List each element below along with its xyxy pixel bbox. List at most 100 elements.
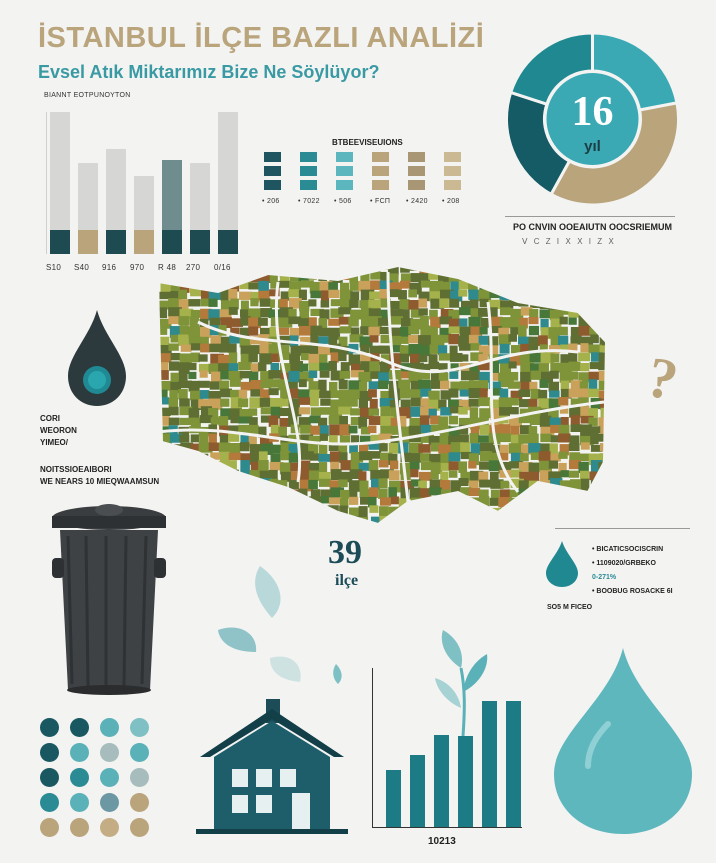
left-bar	[162, 160, 182, 254]
legend-label: • FCΠ	[370, 198, 391, 205]
legend-label: • 206	[262, 198, 280, 205]
palette-dot	[100, 793, 119, 812]
left-bar-label: 916	[102, 263, 117, 272]
palette-dot	[100, 768, 119, 787]
plant-icon	[435, 630, 488, 737]
legend-swatch	[408, 152, 425, 162]
left-text-5: WE NEARS 10 MIEQWAAMSUN	[40, 477, 160, 486]
left-bar	[106, 148, 126, 254]
bottom-bar	[386, 769, 401, 827]
palette-dot	[70, 818, 89, 837]
left-bar	[50, 112, 70, 254]
left-bar	[190, 163, 210, 254]
district-count: 39	[328, 534, 362, 571]
right-list-item: 0-271%	[592, 574, 617, 581]
legend-swatch	[408, 180, 425, 190]
large-water-drop-icon	[552, 646, 694, 836]
palette-dot	[70, 718, 89, 737]
palette-dot	[130, 768, 149, 787]
legend-swatch	[372, 152, 389, 162]
left-bar-label: 970	[130, 263, 145, 272]
palette-dot	[70, 768, 89, 787]
legend-swatch	[264, 180, 281, 190]
donut-segment	[549, 101, 680, 207]
bottom-bar	[506, 701, 521, 827]
right-list-divider	[555, 528, 690, 529]
district-label: ilçe	[335, 572, 359, 589]
decorative-leaves	[218, 566, 342, 684]
left-bar-chart	[40, 112, 240, 254]
legend-title: ΒΤΒΕΕVISEUΙONS	[332, 138, 403, 147]
legend-swatch	[264, 152, 281, 162]
map-districts	[158, 266, 606, 524]
palette-dot	[40, 768, 59, 787]
legend-swatch	[336, 152, 353, 162]
bottom-bar	[482, 701, 497, 827]
palette-dot	[70, 743, 89, 762]
left-bar	[218, 112, 238, 254]
right-list-item: • BOOBUG ROSACKE 6I	[592, 588, 673, 595]
left-bar-label: S10	[46, 263, 62, 272]
legend-swatch	[372, 166, 389, 176]
small-drop-icon	[545, 540, 579, 588]
donut-center	[546, 73, 639, 165]
color-dot-palette	[40, 718, 165, 838]
legend-label: • 506	[334, 198, 352, 205]
legend-swatch	[444, 152, 461, 162]
trash-can-icon	[48, 502, 170, 697]
left-bar-label: S40	[74, 263, 90, 272]
palette-dot	[40, 818, 59, 837]
legend-label: • 208	[442, 198, 460, 205]
legend-swatch	[336, 180, 353, 190]
donut-segment	[508, 31, 594, 107]
palette-dot	[100, 718, 119, 737]
donut-caption-sub: Ⅴ C Z Ⅰ Ⅹ Ⅹ I Z Ⅹ	[522, 237, 616, 246]
legend-swatch	[408, 166, 425, 176]
left-bar-label: 0/16	[214, 263, 231, 272]
palette-dot	[40, 743, 59, 762]
legend-swatch	[300, 152, 317, 162]
legend-swatch	[336, 166, 353, 176]
left-bar	[78, 163, 98, 254]
bottom-bar	[434, 734, 449, 827]
legend-swatch	[264, 166, 281, 176]
bottom-bar	[410, 755, 425, 827]
left-bar-label: 270	[186, 263, 201, 272]
palette-dot	[100, 818, 119, 837]
house-icon	[196, 695, 348, 835]
left-text-1: CORI	[40, 414, 60, 423]
legend-swatch	[444, 166, 461, 176]
left-text-2: WEORON	[40, 426, 77, 435]
page-title: İSTANBUL İLÇE BAZLI ANALİZİ	[38, 22, 485, 54]
palette-dot	[130, 793, 149, 812]
palette-dot	[130, 718, 149, 737]
donut-unit: yıl	[584, 138, 601, 155]
legend-swatch	[372, 180, 389, 190]
right-list-item: • BICATICSOCISCRIN	[592, 546, 664, 553]
palette-dot	[40, 718, 59, 737]
legend-label: • 2420	[406, 198, 428, 205]
palette-dot	[70, 793, 89, 812]
left-bar	[134, 175, 154, 254]
right-list-footer: SO5 M FICEO	[547, 604, 593, 611]
bottom-chart-label: 10213	[428, 836, 456, 847]
palette-dot	[130, 818, 149, 837]
header-caption: ΒΙΑΝΝΤ ΕΟΤΡUΝΟΥΤΟΝ	[44, 92, 131, 99]
legend-label: • 7022	[298, 198, 320, 205]
water-drop-icon	[66, 308, 128, 408]
donut-chart: 16 yıl	[505, 30, 680, 208]
right-list-item: • 1109020/GRBEKO	[592, 560, 656, 567]
left-bar-label: R 48	[158, 263, 177, 272]
question-mark-icon: ?	[641, 343, 684, 414]
istanbul-district-map	[156, 262, 610, 558]
left-bar-labels: S10 S40 916 970 R 48 270 0/16	[40, 263, 240, 275]
palette-dot	[40, 793, 59, 812]
right-list: • BICATICSOCISCRIN • 1109020/GRBEKO 0-271%…	[592, 546, 712, 606]
legend-swatch	[300, 180, 317, 190]
donut-divider	[505, 216, 675, 217]
legend-swatch	[300, 166, 317, 176]
bottom-bar	[458, 736, 473, 827]
palette-dot	[130, 743, 149, 762]
page-subtitle: Evsel Atık Miktarımız Bize Ne Söylüyor?	[38, 62, 380, 82]
legend-grid: • 206 • 7022 • 506 • FCΠ • 2420 • 208	[262, 150, 472, 210]
